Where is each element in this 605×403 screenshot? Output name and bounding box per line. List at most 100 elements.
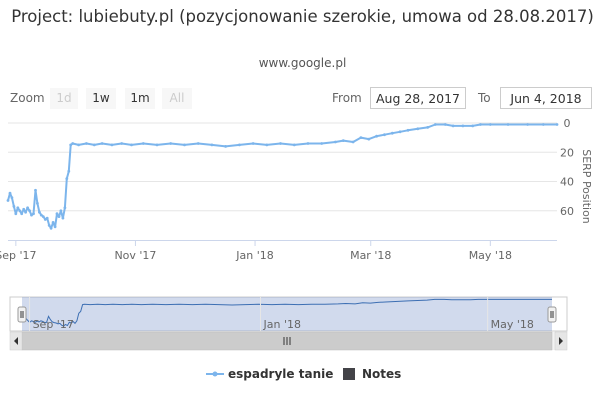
chart-title: Project: lubiebuty.pl (pozycjonowanie sz… xyxy=(11,7,594,26)
data-point xyxy=(18,209,22,213)
legend-item-series[interactable]: espadryle tanie xyxy=(228,367,334,381)
scrollbar[interactable] xyxy=(9,331,568,351)
navigator-series xyxy=(21,298,552,327)
data-point xyxy=(351,140,355,144)
chart-subtitle: www.google.pl xyxy=(258,56,347,70)
data-point xyxy=(26,206,29,210)
zoom-label: Zoom xyxy=(10,91,45,105)
plot-area xyxy=(6,123,559,230)
y-tick-label: 60 xyxy=(560,205,574,218)
data-point xyxy=(130,143,133,147)
data-point xyxy=(69,143,73,147)
navigator-frame xyxy=(9,296,568,332)
x-axis: Sep '17 Nov '17 Jan '18 Mar '18 May '18 xyxy=(0,240,557,262)
data-point xyxy=(341,139,345,143)
data-point xyxy=(461,124,465,128)
legend-line-symbol xyxy=(206,371,224,377)
data-point xyxy=(406,128,410,132)
navigator-tick-label: Sep '17 xyxy=(33,318,74,331)
data-point xyxy=(77,143,80,147)
data-point xyxy=(55,212,59,216)
data-point xyxy=(71,142,75,145)
data-point xyxy=(359,136,363,140)
data-point xyxy=(471,124,475,128)
data-point xyxy=(38,210,41,214)
data-point xyxy=(53,225,57,229)
scroll-right-arrow-icon xyxy=(559,337,563,345)
grid-lines xyxy=(8,122,557,212)
data-point xyxy=(12,205,16,208)
data-point xyxy=(334,140,337,144)
data-point xyxy=(443,123,447,126)
data-point xyxy=(390,131,394,135)
scroll-left-arrow-icon xyxy=(14,337,18,345)
data-point xyxy=(451,124,455,128)
x-tick-label: Nov '17 xyxy=(114,249,156,262)
data-point xyxy=(63,206,67,210)
y-tick-label: 40 xyxy=(560,176,574,189)
y-axis: 0 20 40 60 SERP Position xyxy=(560,117,593,224)
data-point xyxy=(169,142,173,145)
data-point xyxy=(85,142,88,145)
data-point xyxy=(541,123,545,126)
from-date-input[interactable]: Aug 28, 2017 xyxy=(370,87,466,109)
data-point xyxy=(426,126,429,129)
zoom-1d-button[interactable]: 1d xyxy=(50,88,78,109)
data-point xyxy=(6,199,10,202)
legend-item-notes[interactable]: Notes xyxy=(362,367,402,381)
data-point xyxy=(555,123,559,126)
navigator-handle-left[interactable] xyxy=(17,306,27,323)
data-point xyxy=(67,169,71,173)
data-point xyxy=(14,212,18,216)
to-label: To xyxy=(478,91,491,105)
data-point xyxy=(61,216,65,220)
x-tick-label: Mar '18 xyxy=(350,249,391,262)
data-point xyxy=(45,216,49,220)
y-axis-title: SERP Position xyxy=(580,149,593,224)
data-point xyxy=(41,215,45,219)
data-point xyxy=(306,142,310,145)
navigator-tick-label: Jan '18 xyxy=(263,318,301,331)
data-point xyxy=(265,143,269,147)
data-point xyxy=(47,224,51,227)
zoom-all-button[interactable]: All xyxy=(162,88,192,109)
data-point xyxy=(57,215,61,219)
data-point xyxy=(8,191,12,195)
data-point xyxy=(30,213,33,217)
data-point xyxy=(367,137,371,141)
data-point xyxy=(32,212,35,216)
data-point xyxy=(479,123,482,126)
data-point xyxy=(110,143,114,147)
to-date-input[interactable]: Jun 4, 2018 xyxy=(500,87,592,109)
data-point xyxy=(20,212,24,216)
navigator[interactable]: Sep '17 Jan '18 May '18 xyxy=(9,296,568,332)
zoom-1m-button[interactable]: 1m xyxy=(125,88,155,109)
series-line xyxy=(7,123,557,230)
zoom-1w-button[interactable]: 1w xyxy=(86,88,116,109)
data-point xyxy=(34,188,37,192)
data-point xyxy=(488,123,492,126)
data-point xyxy=(210,143,214,147)
data-point xyxy=(375,134,378,138)
data-point xyxy=(251,142,255,145)
navigator-tick-label: May '18 xyxy=(491,318,534,331)
data-point xyxy=(16,206,20,210)
data-point xyxy=(506,123,510,126)
legend: espadryle tanie Notes xyxy=(0,366,605,382)
x-tick-label: Jan '18 xyxy=(235,249,273,262)
navigator-mask xyxy=(22,297,552,331)
y-tick-label: 20 xyxy=(560,146,574,159)
data-point xyxy=(120,142,124,145)
data-point xyxy=(51,221,55,224)
data-point xyxy=(383,133,386,137)
data-point xyxy=(155,143,159,147)
data-point xyxy=(39,213,43,217)
data-point xyxy=(416,127,420,131)
y-tick-label: 0 xyxy=(564,117,571,130)
data-point xyxy=(28,209,31,213)
data-point xyxy=(59,209,63,213)
navigator-handle-right[interactable] xyxy=(547,306,557,323)
x-tick-label: Sep '17 xyxy=(0,249,36,262)
data-point xyxy=(92,143,96,147)
